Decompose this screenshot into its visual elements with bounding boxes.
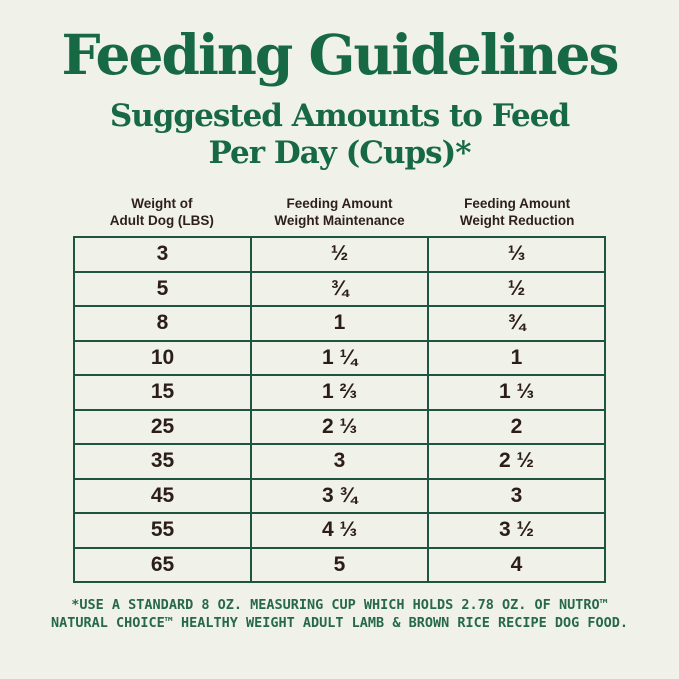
reduction-cell: ½ bbox=[427, 270, 606, 308]
maintenance-cell: 3 ¾ bbox=[250, 477, 429, 515]
table-row: 65 5 4 bbox=[73, 546, 606, 584]
weight-cell: 55 bbox=[73, 512, 252, 549]
maintenance-cell: 1 bbox=[250, 305, 429, 342]
weight-cell: 15 bbox=[73, 374, 252, 411]
table-row: 5 ¾ ½ bbox=[73, 270, 606, 308]
reduction-cell: 2 bbox=[427, 408, 606, 446]
page-subtitle: Suggested Amounts to Feed Per Day (Cups)… bbox=[0, 98, 679, 172]
maintenance-cell: 3 bbox=[250, 443, 429, 480]
reduction-cell: 2 ½ bbox=[427, 443, 606, 480]
footnote-line-2: NATURAL CHOICE™ HEALTHY WEIGHT ADULT LAM… bbox=[50, 615, 629, 632]
table-row: 3 ½ ⅓ bbox=[73, 236, 606, 273]
maintenance-cell: 1 ⅔ bbox=[250, 374, 429, 411]
maintenance-cell: ¾ bbox=[250, 270, 429, 308]
feeding-table-section: Weight of Adult Dog (LBS) Feeding Amount… bbox=[73, 196, 606, 584]
footnote: *USE A STANDARD 8 OZ. MEASURING CUP WHIC… bbox=[0, 596, 679, 632]
reduction-cell: 3 ½ bbox=[427, 512, 606, 549]
maintenance-cell: 1 ¼ bbox=[250, 339, 429, 377]
reduction-cell: ⅓ bbox=[427, 236, 606, 273]
table-row: 10 1 ¼ 1 bbox=[73, 339, 606, 377]
maintenance-cell: ½ bbox=[250, 236, 429, 273]
footnote-line-1: *USE A STANDARD 8 OZ. MEASURING CUP WHIC… bbox=[71, 597, 608, 614]
maintenance-cell: 4 ⅓ bbox=[250, 512, 429, 549]
weight-cell: 45 bbox=[73, 477, 252, 515]
weight-cell: 8 bbox=[73, 305, 252, 342]
weight-cell: 5 bbox=[73, 270, 252, 308]
maintenance-cell: 2 ⅓ bbox=[250, 408, 429, 446]
weight-cell: 25 bbox=[73, 408, 252, 446]
column-header-reduction: Feeding Amount Weight Reduction bbox=[459, 196, 575, 228]
table-column-headers: Weight of Adult Dog (LBS) Feeding Amount… bbox=[73, 196, 606, 229]
page-title: Feeding Guidelines bbox=[61, 22, 619, 87]
maintenance-cell: 5 bbox=[250, 546, 429, 584]
reduction-cell: 4 bbox=[427, 546, 606, 584]
feeding-table: 3 ½ ⅓ 5 ¾ ½ 8 1 ¾ 10 1 ¼ 1 bbox=[73, 236, 606, 584]
reduction-cell: 3 bbox=[427, 477, 606, 515]
weight-cell: 10 bbox=[73, 339, 252, 377]
subtitle-line-2: Per Day (Cups)* bbox=[208, 134, 472, 171]
subtitle-line-1: Suggested Amounts to Feed bbox=[109, 97, 570, 134]
weight-cell: 65 bbox=[73, 546, 252, 584]
table-row: 15 1 ⅔ 1 ⅓ bbox=[73, 374, 606, 411]
table-row: 45 3 ¾ 3 bbox=[73, 477, 606, 515]
reduction-cell: 1 bbox=[427, 339, 606, 377]
reduction-cell: ¾ bbox=[427, 305, 606, 342]
table-row: 25 2 ⅓ 2 bbox=[73, 408, 606, 446]
table-row: 35 3 2 ½ bbox=[73, 443, 606, 480]
reduction-cell: 1 ⅓ bbox=[427, 374, 606, 411]
column-header-weight: Weight of Adult Dog (LBS) bbox=[109, 196, 214, 228]
weight-cell: 3 bbox=[73, 236, 252, 273]
table-row: 8 1 ¾ bbox=[73, 305, 606, 342]
weight-cell: 35 bbox=[73, 443, 252, 480]
table-row: 55 4 ⅓ 3 ½ bbox=[73, 512, 606, 549]
column-header-maintenance: Feeding Amount Weight Maintenance bbox=[274, 196, 405, 228]
